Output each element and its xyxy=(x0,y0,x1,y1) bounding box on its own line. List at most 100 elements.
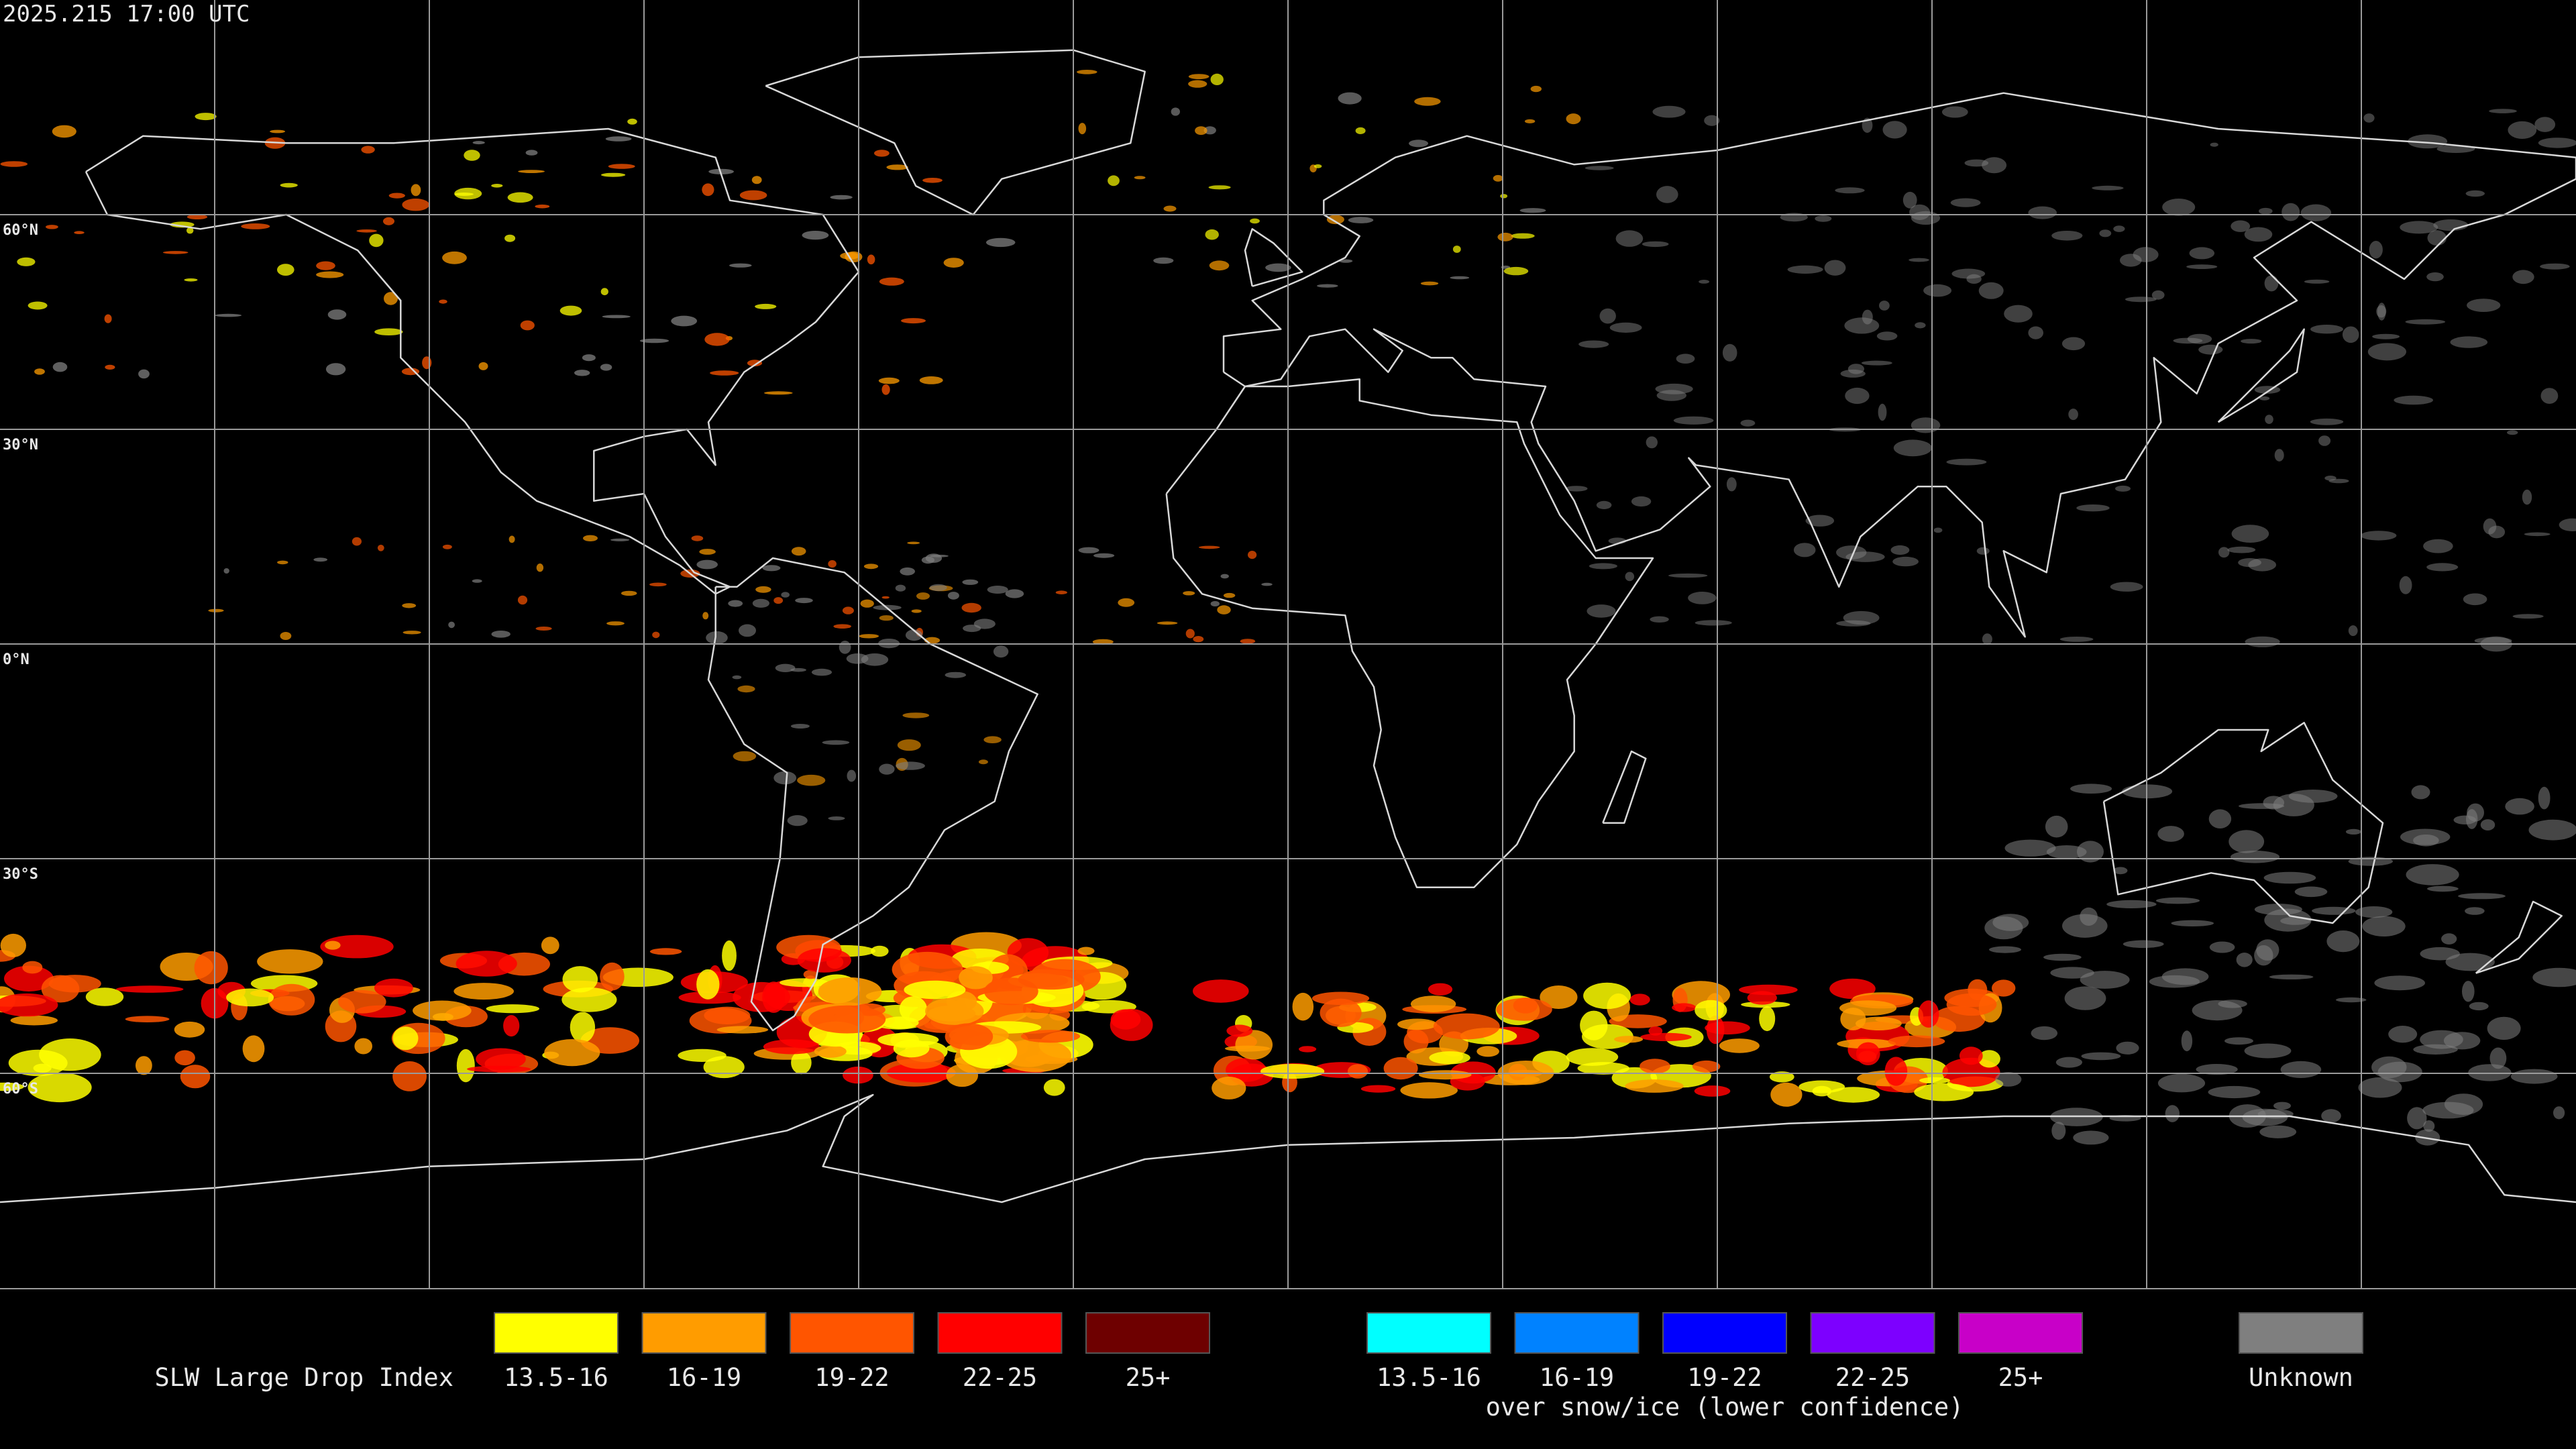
legend-swatch xyxy=(1085,1312,1210,1354)
cloud-patch xyxy=(2374,975,2425,991)
cloud-patch xyxy=(762,981,786,1013)
cloud-patch xyxy=(369,233,384,248)
latitude-label: 60°S xyxy=(3,1081,38,1097)
cloud-patch xyxy=(2196,1064,2238,1075)
cloud-patch xyxy=(507,192,533,203)
cloud-patch xyxy=(2113,225,2125,232)
cloud-patch xyxy=(1450,276,1470,280)
cloud-patch xyxy=(722,940,737,971)
cloud-patch xyxy=(773,597,784,604)
cloud-patch xyxy=(878,377,900,384)
cloud-patch xyxy=(1692,1060,1721,1073)
legend-label: 22-25 xyxy=(1835,1363,1910,1392)
cloud-patch xyxy=(520,320,535,331)
cloud-patch xyxy=(1652,105,1686,118)
cloud-patch xyxy=(947,592,959,600)
cloud-patch xyxy=(2218,547,2230,558)
cloud-patch xyxy=(1153,257,1174,264)
cloud-patch xyxy=(1223,592,1236,598)
cloud-patch xyxy=(2045,815,2068,838)
cloud-patch xyxy=(491,184,503,188)
cloud-patch xyxy=(1493,174,1503,182)
cloud-patch xyxy=(2209,941,2235,953)
cloud-patch xyxy=(775,663,796,672)
cloud-patch xyxy=(797,774,826,786)
latitude-label: 0°N xyxy=(3,651,30,668)
cloud-patch xyxy=(985,237,1016,248)
cloud-patch xyxy=(1078,123,1087,135)
cloud-patch xyxy=(1835,187,1865,194)
cloud-patch xyxy=(925,997,984,1025)
cloud-patch xyxy=(1923,284,1952,297)
cloud-patch xyxy=(1326,215,1344,225)
cloud-patch xyxy=(2441,933,2457,945)
cloud-patch xyxy=(1847,364,1864,374)
cloud-patch xyxy=(846,653,869,664)
cloud-patch xyxy=(1311,991,1370,1006)
cloud-patch xyxy=(1205,229,1219,240)
cloud-patch xyxy=(184,278,198,282)
cloud-patch xyxy=(1250,218,1260,224)
cloud-patch xyxy=(1226,1058,1267,1082)
cloud-patch xyxy=(916,592,930,600)
cloud-patch xyxy=(962,579,979,585)
cloud-patch xyxy=(2224,1037,2253,1045)
cloud-patch xyxy=(605,136,632,142)
cloud-patch xyxy=(1583,982,1631,1010)
cloud-patch xyxy=(716,1026,769,1034)
cloud-patch xyxy=(1676,354,1695,364)
cloud-patch xyxy=(1992,914,2029,931)
cloud-patch xyxy=(116,985,184,993)
cloud-patch xyxy=(1805,515,1835,527)
cloud-patch xyxy=(1566,113,1581,125)
cloud-patch xyxy=(1892,556,1919,567)
cloud-patch xyxy=(802,231,829,240)
cloud-patch xyxy=(1770,1082,1803,1107)
cloud-patch xyxy=(1599,308,1616,324)
cloud-patch xyxy=(1171,107,1181,116)
cloud-patch xyxy=(125,1016,170,1022)
cloud-patch xyxy=(828,560,837,568)
cloud-patch xyxy=(2031,1026,2058,1040)
cloud-patch xyxy=(2259,396,2270,400)
cloud-patch xyxy=(583,535,598,541)
cloud-patch xyxy=(2388,1026,2418,1043)
latitude-label: 30°N xyxy=(3,437,38,453)
cloud-patch xyxy=(1397,1018,1438,1030)
cloud-patch xyxy=(702,612,709,620)
cloud-patch xyxy=(325,363,346,376)
cloud-patch xyxy=(195,113,217,121)
cloud-patch xyxy=(733,751,757,761)
cloud-patch xyxy=(562,966,598,993)
cloud-patch xyxy=(1500,194,1508,199)
cloud-patch xyxy=(2468,1064,2512,1081)
cloud-patch xyxy=(1893,439,1932,457)
cloud-patch xyxy=(867,254,875,265)
cloud-patch xyxy=(316,261,335,270)
cloud-patch xyxy=(561,987,617,1012)
cloud-patch xyxy=(392,1061,427,1091)
legend-swatch xyxy=(1366,1312,1491,1354)
cloud-patch xyxy=(1157,621,1178,625)
cloud-patch xyxy=(453,983,514,1000)
cloud-patch xyxy=(2462,981,2475,1002)
cloud-patch xyxy=(1428,983,1453,996)
cloud-patch xyxy=(1915,322,1926,329)
cloud-patch xyxy=(2051,1122,2066,1140)
cloud-patch xyxy=(2264,275,2279,292)
cloud-patch xyxy=(1134,176,1146,180)
cloud-patch xyxy=(2538,138,2576,148)
cloud-patch xyxy=(2106,900,2157,908)
cloud-patch xyxy=(2300,204,2332,221)
cloud-patch xyxy=(8,1049,68,1077)
cloud-patch xyxy=(2423,539,2453,553)
cloud-patch xyxy=(795,598,813,604)
cloud-patch xyxy=(574,370,590,376)
cloud-patch xyxy=(919,376,943,384)
cloud-patch xyxy=(361,146,375,154)
cloud-patch xyxy=(1566,1048,1619,1066)
cloud-patch xyxy=(2070,784,2112,794)
cloud-patch xyxy=(600,962,625,991)
cloud-patch xyxy=(1839,1000,1897,1016)
cloud-patch xyxy=(0,993,58,1017)
